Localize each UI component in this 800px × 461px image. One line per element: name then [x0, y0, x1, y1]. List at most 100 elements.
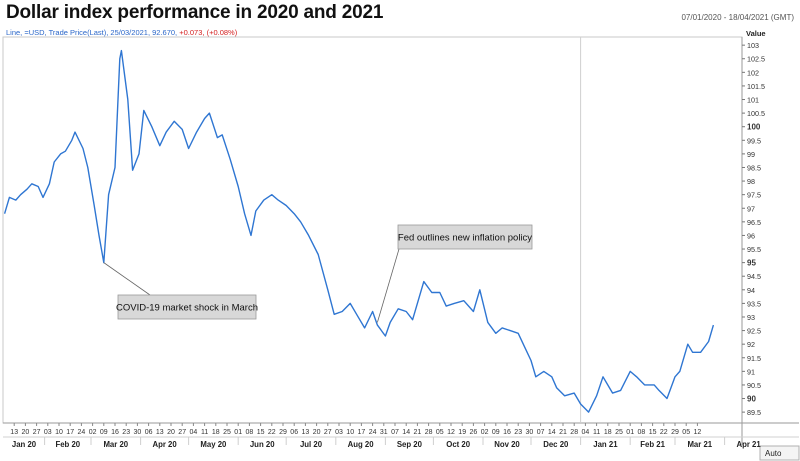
- x-tick-label: 23: [122, 429, 130, 436]
- x-month-label: Feb 20: [55, 440, 80, 449]
- y-tick-label: 101.5: [747, 82, 765, 91]
- x-tick-label: 07: [391, 429, 399, 436]
- x-tick-label: 13: [10, 429, 18, 436]
- x-tick-label: 24: [369, 429, 377, 436]
- x-tick-label: 04: [190, 429, 198, 436]
- annotation-leader: [103, 262, 151, 296]
- x-tick-label: 11: [593, 429, 600, 436]
- x-tick-label: 17: [66, 429, 74, 436]
- x-month-label: Mar 20: [103, 440, 128, 449]
- annotation-box: [117, 294, 257, 320]
- series-line: [3, 49, 715, 413]
- y-tick-label: 102: [747, 68, 759, 77]
- x-tick-label: 20: [313, 429, 321, 436]
- x-tick-label: 19: [458, 429, 466, 436]
- x-tick-label: 15: [257, 429, 265, 436]
- annotation-leader: [377, 248, 400, 323]
- y-tick-label: 92: [747, 340, 755, 349]
- x-tick-label: 09: [492, 429, 500, 436]
- y-tick-label: 97.5: [747, 191, 761, 200]
- instrument-info: Line, =USD, Trade Price(Last), 25/03/202…: [6, 28, 178, 37]
- x-tick-label: 27: [324, 429, 332, 436]
- x-month-label: Mar 21: [687, 440, 712, 449]
- x-tick-label: 28: [425, 429, 433, 436]
- x-tick-label: 14: [548, 429, 556, 436]
- x-tick-label: 02: [89, 429, 97, 436]
- x-month-label: Feb 21: [640, 440, 665, 449]
- x-tick-label: 26: [470, 429, 478, 436]
- x-tick-label: 11: [201, 429, 208, 436]
- x-tick-label: 14: [402, 429, 410, 436]
- x-tick-label: 06: [290, 429, 298, 436]
- x-tick-label: 06: [145, 429, 153, 436]
- x-tick-label: 03: [335, 429, 343, 436]
- x-month-label: Oct 20: [446, 440, 470, 449]
- x-tick-label: 03: [44, 429, 52, 436]
- x-tick-label: 27: [178, 429, 186, 436]
- x-tick-label: 05: [436, 429, 444, 436]
- x-tick-label: 31: [380, 429, 388, 436]
- annotation-text: COVID-19 market shock in March: [116, 303, 258, 314]
- x-tick-label: 05: [682, 429, 690, 436]
- y-tick-label: 97: [747, 204, 755, 213]
- x-month-label: Nov 20: [494, 440, 520, 449]
- x-tick-label: 27: [33, 429, 41, 436]
- x-month-label: Sep 20: [397, 440, 423, 449]
- x-tick-label: 12: [447, 429, 455, 436]
- y-tick-label: 95: [747, 259, 756, 268]
- x-tick-label: 01: [626, 429, 634, 436]
- x-tick-label: 28: [570, 429, 578, 436]
- x-tick-label: 13: [302, 429, 310, 436]
- y-tick-label: 102.5: [747, 55, 765, 64]
- annotation-box: [397, 224, 533, 250]
- y-tick-label: 98.5: [747, 163, 761, 172]
- y-tick-label: 103: [747, 41, 759, 50]
- x-tick-label: 10: [346, 429, 354, 436]
- x-tick-label: 18: [604, 429, 612, 436]
- auto-button-frame: [759, 445, 800, 461]
- date-range: 07/01/2020 - 18/04/2021 (GMT): [681, 13, 794, 22]
- x-month-label: Dec 20: [543, 440, 569, 449]
- x-tick-label: 08: [638, 429, 646, 436]
- x-tick-label: 20: [167, 429, 175, 436]
- auto-scale-button[interactable]: Auto: [765, 449, 782, 458]
- y-tick-label: 93.5: [747, 299, 761, 308]
- x-tick-label: 22: [660, 429, 668, 436]
- y-tick-label: 94: [747, 286, 755, 295]
- x-tick-label: 21: [559, 429, 567, 436]
- y-tick-label: 90.5: [747, 381, 761, 390]
- x-tick-label: 07: [537, 429, 545, 436]
- y-tick-label: 91.5: [747, 354, 761, 363]
- x-month-label: Jun 20: [250, 440, 275, 449]
- x-tick-label: 02: [481, 429, 489, 436]
- y-tick-label: 100.5: [747, 109, 765, 118]
- x-tick-label: 17: [358, 429, 366, 436]
- y-tick-label: 90: [747, 395, 756, 404]
- y-tick-label: 92.5: [747, 327, 761, 336]
- price-change: +0.073, (+0.08%): [179, 28, 238, 37]
- x-tick-label: 10: [55, 429, 63, 436]
- x-tick-label: 15: [649, 429, 657, 436]
- x-tick-label: 22: [268, 429, 276, 436]
- x-tick-label: 24: [78, 429, 86, 436]
- y-tick-label: 96: [747, 231, 755, 240]
- annotation-text: Fed outlines new inflation policy: [398, 233, 532, 244]
- x-month-label: May 20: [200, 440, 227, 449]
- y-tick-label: 101: [747, 96, 759, 105]
- y-tick-label: 99: [747, 150, 755, 159]
- x-tick-label: 20: [22, 429, 30, 436]
- y-tick-label: 100: [747, 123, 761, 132]
- y-tick-label: 96.5: [747, 218, 761, 227]
- x-tick-label: 21: [414, 429, 422, 436]
- x-tick-label: 08: [246, 429, 254, 436]
- y-tick-label: 91: [747, 367, 755, 376]
- y-tick-label: 93: [747, 313, 755, 322]
- y-tick-label: 89.5: [747, 408, 761, 417]
- x-month-label: Apr 20: [152, 440, 177, 449]
- x-tick-label: 04: [582, 429, 590, 436]
- x-month-label: Jul 20: [300, 440, 323, 449]
- instrument-info-bar: Line, =USD, Trade Price(Last), 25/03/202…: [6, 28, 237, 37]
- plot-area: [2, 36, 743, 424]
- y-tick-label: 94.5: [747, 272, 761, 281]
